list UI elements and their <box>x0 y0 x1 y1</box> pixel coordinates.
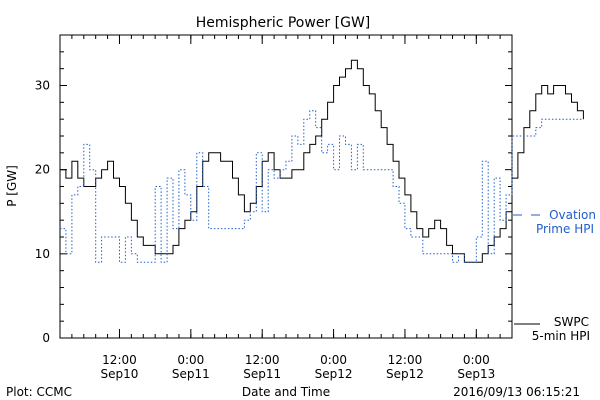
y-tick-label: 20 <box>35 163 50 177</box>
swpc-series-line <box>60 59 584 263</box>
plot-frame <box>59 34 513 339</box>
x-tick-label-time: 0:00 <box>320 353 347 367</box>
x-axis-label: Date and Time <box>242 385 330 399</box>
x-tick-label-date: Sep12 <box>386 367 424 381</box>
legend-ovation-label-2: Prime HPI <box>536 222 594 236</box>
x-tick-label-time: 12:00 <box>102 353 137 367</box>
y-tick-label: 0 <box>42 331 50 345</box>
x-tick-label-date: Sep12 <box>315 367 353 381</box>
plot-credit: Plot: CCMC <box>6 385 72 399</box>
x-tick-label-date: Sep10 <box>101 367 139 381</box>
chart-title: Hemispheric Power [GW] <box>196 15 371 31</box>
y-tick-label: 30 <box>35 79 50 93</box>
x-tick-label-time: 0:00 <box>177 353 204 367</box>
x-tick-label-time: 0:00 <box>463 353 490 367</box>
legend-swpc-label-1: SWPC <box>554 315 589 329</box>
plot-timestamp: 2016/09/13 06:15:21 <box>453 385 580 399</box>
x-tick-label-date: Sep13 <box>457 367 495 381</box>
axis-ticks: 010203012:00Sep100:00Sep1112:00Sep110:00… <box>35 34 513 381</box>
x-tick-label-time: 12:00 <box>388 353 423 367</box>
y-axis-label: P [GW] <box>5 165 19 207</box>
y-tick-label: 10 <box>35 247 50 261</box>
x-tick-label-date: Sep11 <box>172 367 210 381</box>
x-tick-label-date: Sep11 <box>243 367 281 381</box>
series-layer <box>60 59 584 263</box>
legend-swpc-label-2: 5-min HPI <box>532 329 590 343</box>
legend-ovation-label-1: Ovation <box>549 208 596 222</box>
ovation-series-line <box>60 110 584 263</box>
x-tick-label-time: 12:00 <box>245 353 280 367</box>
legend: Ovation Prime HPI SWPC 5-min HPI <box>513 208 596 343</box>
